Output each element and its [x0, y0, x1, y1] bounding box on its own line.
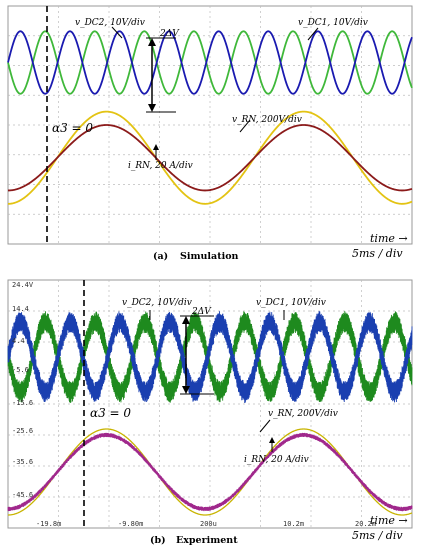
experiment-y-tick-label: -15.6 [12, 399, 33, 407]
simulation-caption-label: (a) [153, 251, 168, 262]
experiment-caption-title: Experiment [176, 535, 238, 546]
experiment-irn-label: i_RN, 20 A/div [244, 455, 309, 465]
experiment-y-tick-label: 4.4 [12, 337, 25, 345]
simulation-traces [7, 30, 413, 205]
experiment-timediv-label: 5ms / div [352, 529, 403, 542]
simulation-panel: v_DC2, 10V/div v_DC1, 10V/div 2ΔV α3 = 0… [7, 5, 413, 262]
experiment-vrn-label: v_RN, 200V/div [268, 409, 338, 419]
simulation-series-v-dc2 [7, 30, 413, 95]
simulation-vdc2-pointer [111, 26, 123, 39]
simulation-series-v-rn [7, 110, 413, 205]
simulation-caption-title: Simulation [180, 251, 239, 262]
simulation-vdc1-label: v_DC1, 10V/div [298, 18, 368, 28]
simulation-vrn-label: v_RN, 200V/div [232, 115, 302, 125]
experiment-series-v-dc2 [7, 311, 413, 403]
simulation-irn-label: i_RN, 20 A/div [128, 161, 193, 171]
simulation-time-label: time → [370, 232, 408, 245]
simulation-delta-arrow-head-bottom [148, 104, 156, 112]
simulation-vrn-pointer [239, 119, 251, 133]
experiment-caption-label: (b) [150, 535, 166, 546]
experiment-vrn-pointer [259, 419, 271, 433]
simulation-timediv-label: 5ms / div [352, 247, 403, 260]
experiment-y-tick-label: 14.4 [12, 305, 29, 313]
experiment-alpha-label: α3 = 0 [90, 406, 131, 420]
experiment-delta-arrow-head-top [182, 316, 190, 324]
experiment-y-tick-label: -35.6 [12, 458, 33, 466]
experiment-y-tick-label: 24.4V [12, 281, 34, 289]
simulation-alpha-label: α3 = 0 [52, 121, 93, 135]
experiment-x-tick-label: 200u [200, 520, 217, 528]
simulation-grid [8, 6, 412, 244]
experiment-y-tick-label: -5.6 [12, 366, 29, 374]
simulation-vdc2-label: v_DC2, 10V/div [75, 18, 145, 28]
experiment-x-tick-label: 20.2m [355, 520, 376, 528]
experiment-y-ticks: 24.4V 14.4 4.4 -5.6 -15.6 -25.6 -35.6 -45.6 [12, 281, 34, 499]
simulation-delta-label: 2ΔV [159, 29, 180, 39]
simulation-irn-pointer-head [153, 144, 159, 150]
experiment-y-tick-label: -45.6 [12, 491, 33, 499]
simulation-series-v-dc1 [7, 30, 413, 95]
experiment-irn-pointer-head [269, 437, 275, 443]
experiment-vdc1-label: v_DC1, 10V/div [256, 298, 326, 308]
experiment-y-tick-label: -25.6 [12, 427, 33, 435]
simulation-series-i-rn [7, 124, 413, 192]
experiment-x-ticks: -19.8m -9.80m 200u 10.2m 20.2m [36, 520, 376, 528]
experiment-panel: v_DC2, 10V/div v_DC1, 10V/div 2ΔV α3 = 0… [7, 279, 413, 546]
experiment-series-i-rn [7, 432, 413, 512]
experiment-x-tick-label: 10.2m [283, 520, 304, 528]
simulation-vdc1-pointer [307, 27, 319, 41]
experiment-traces [7, 311, 413, 516]
experiment-x-tick-label: -9.80m [118, 520, 143, 528]
experiment-time-label: time → [370, 514, 408, 527]
simulation-delta-arrow-head-top [148, 38, 156, 46]
experiment-series-v-dc1 [7, 311, 413, 403]
experiment-x-tick-label: -19.8m [36, 520, 61, 528]
experiment-delta-arrow-head-bottom [182, 386, 190, 394]
experiment-vdc2-label: v_DC2, 10V/div [122, 298, 192, 308]
experiment-delta-label: 2ΔV [191, 307, 212, 317]
